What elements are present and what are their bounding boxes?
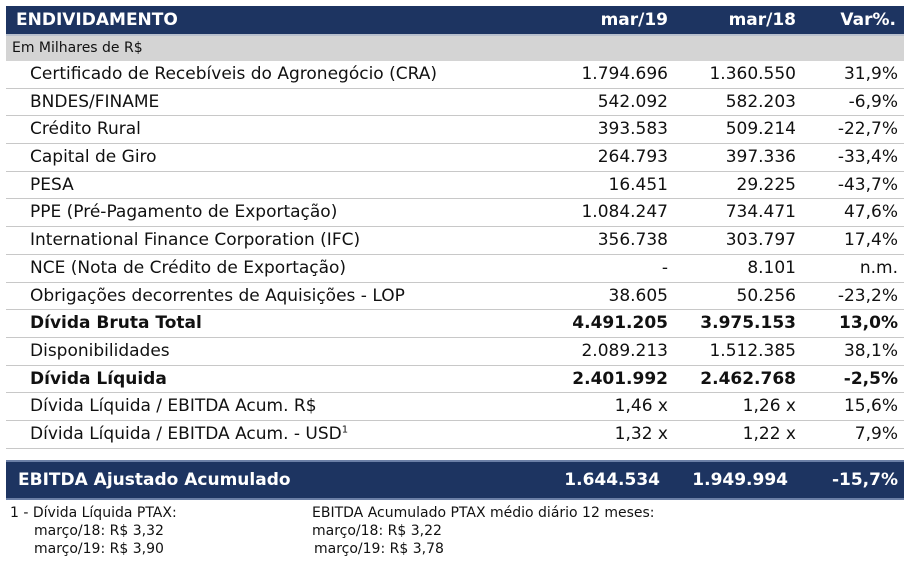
footnote-line: março/18: R$ 3,22 xyxy=(312,523,442,539)
row-label: Certificado de Recebíveis do Agronegócio… xyxy=(30,64,437,84)
value-mar18: 397.336 xyxy=(725,147,796,168)
value-mar18: 734.471 xyxy=(725,202,796,223)
table-row: NCE (Nota de Crédito de Exportação) - 8.10… xyxy=(6,255,904,283)
value-mar19: 264.793 xyxy=(597,147,668,168)
value-mar18: 2.462.768 xyxy=(700,368,796,389)
table-row: Dívida Líquida / EBITDA Acum. - USD1 1,32… xyxy=(6,421,904,449)
footnote-ptax: 1 - Dívida Líquida PTAX: março/18: R$ 3,… xyxy=(10,504,177,558)
value-var: -6,9% xyxy=(848,91,898,112)
value-mar18: 3.975.153 xyxy=(700,313,796,334)
value-var: -23,2% xyxy=(837,285,898,306)
value-var: 7,9% xyxy=(854,423,898,444)
value-mar18: 303.797 xyxy=(725,230,796,251)
ebitda-row: EBITDA Ajustado Acumulado 1.644.534 1.94… xyxy=(6,460,904,500)
row-label: Obrigações decorrentes de Aquisições - L… xyxy=(30,285,405,306)
footnote-line: março/19: R$ 3,78 xyxy=(314,541,444,557)
value-var: -43,7% xyxy=(837,174,898,195)
row-label: BNDES/FINAME xyxy=(30,91,160,112)
footnote-ebitda-ptax: EBITDA Acumulado PTAX médio diário 12 me… xyxy=(312,504,655,558)
value-var: 47,6% xyxy=(843,202,898,223)
value-var: 13,0% xyxy=(839,313,898,334)
row-label: PESA xyxy=(30,174,74,195)
ebitda-value-mar18: 1.949.994 xyxy=(692,470,788,490)
value-var: 38,1% xyxy=(843,340,898,361)
row-label: Capital de Giro xyxy=(30,147,157,168)
table-header: ENDIVIDAMENTO mar/19 mar/18 Var%. xyxy=(6,6,904,36)
footnote-line: 1 - Dívida Líquida PTAX: xyxy=(10,505,177,521)
value-mar18: 509.214 xyxy=(725,119,796,140)
ebitda-label: EBITDA Ajustado Acumulado xyxy=(18,470,291,490)
value-mar19: 4.491.205 xyxy=(572,313,668,334)
column-header-mar19: mar/19 xyxy=(600,10,668,30)
value-mar19: 1,46 x xyxy=(614,396,668,417)
table-title: ENDIVIDAMENTO xyxy=(16,10,178,30)
row-label: Crédito Rural xyxy=(30,119,141,140)
column-header-mar18: mar/18 xyxy=(728,10,796,30)
row-label: Dívida Líquida / EBITDA Acum. - USD1 xyxy=(30,424,348,444)
value-var: 15,6% xyxy=(843,396,898,417)
value-var: n.m. xyxy=(859,257,898,278)
value-var: 17,4% xyxy=(843,230,898,251)
value-mar18: 582.203 xyxy=(725,91,796,112)
table-row: PESA 16.451 29.225 -43,7% xyxy=(6,172,904,200)
value-mar19: 1,32 x xyxy=(614,423,668,444)
row-label: Dívida Líquida xyxy=(30,368,167,389)
column-header-var: Var%. xyxy=(840,10,896,30)
value-mar19: 16.451 xyxy=(608,174,668,195)
table-row: Dívida Líquida / EBITDA Acum. R$ 1,46 x 1,… xyxy=(6,393,904,421)
row-label: Dívida Bruta Total xyxy=(30,313,202,334)
table-row: Dívida Bruta Total 4.491.205 3.975.153 13,0… xyxy=(6,310,904,338)
row-label: Disponibilidades xyxy=(30,340,170,361)
table-row: Capital de Giro 264.793 397.336 -33,4% xyxy=(6,144,904,172)
table-row: Certificado de Recebíveis do Agronegócio… xyxy=(6,61,904,89)
value-mar19: 393.583 xyxy=(597,119,668,140)
value-mar18: 8.101 xyxy=(747,257,796,278)
value-mar18: 1.360.550 xyxy=(709,64,796,84)
value-mar19: 38.605 xyxy=(608,285,668,306)
value-mar19: 1.794.696 xyxy=(581,64,668,84)
value-mar18: 29.225 xyxy=(736,174,796,195)
value-mar19: 356.738 xyxy=(597,230,668,251)
footnote-line: março/18: R$ 3,32 xyxy=(34,523,164,539)
value-mar18: 50.256 xyxy=(736,285,796,306)
row-label: International Finance Corporation (IFC) xyxy=(30,230,361,251)
ebitda-value-var: -15,7% xyxy=(831,470,898,490)
table-row: PPE (Pré-Pagamento de Exportação) 1.084.2… xyxy=(6,199,904,228)
value-var: -22,7% xyxy=(837,119,898,140)
value-var: 31,9% xyxy=(843,64,898,84)
value-mar19: - xyxy=(661,257,668,278)
table-row: International Finance Corporation (IFC) 3… xyxy=(6,227,904,255)
table-row: Dívida Líquida 2.401.992 2.462.768 -2,5% xyxy=(6,366,904,394)
footnote-line: março/19: R$ 3,90 xyxy=(34,541,164,557)
table-row: Crédito Rural 393.583 509.214 -22,7% xyxy=(6,116,904,145)
row-label: NCE (Nota de Crédito de Exportação) xyxy=(30,257,347,278)
units-subheader: Em Milhares de R$ xyxy=(6,36,904,61)
debt-table: ENDIVIDAMENTO mar/19 mar/18 Var%. Em Mil… xyxy=(6,6,904,449)
ebitda-value-mar19: 1.644.534 xyxy=(564,470,660,490)
table-row: Disponibilidades 2.089.213 1.512.385 38,1% xyxy=(6,338,904,366)
value-mar18: 1.512.385 xyxy=(709,340,796,361)
value-mar19: 2.401.992 xyxy=(572,368,668,389)
value-mar19: 542.092 xyxy=(597,91,668,112)
footnote-line: EBITDA Acumulado PTAX médio diário 12 me… xyxy=(312,505,655,521)
footnote-marker: 1 xyxy=(341,424,349,436)
value-mar19: 2.089.213 xyxy=(581,340,668,361)
value-mar18: 1,22 x xyxy=(742,423,796,444)
value-var: -33,4% xyxy=(837,147,898,168)
row-label-text: Dívida Líquida / EBITDA Acum. - USD xyxy=(30,423,342,444)
value-mar19: 1.084.247 xyxy=(581,202,668,223)
table-body: Certificado de Recebíveis do Agronegócio… xyxy=(6,61,904,449)
value-mar18: 1,26 x xyxy=(742,396,796,417)
value-var: -2,5% xyxy=(843,368,898,389)
table-row: Obrigações decorrentes de Aquisições - L… xyxy=(6,283,904,311)
row-label: PPE (Pré-Pagamento de Exportação) xyxy=(30,202,338,223)
row-label: Dívida Líquida / EBITDA Acum. R$ xyxy=(30,396,317,417)
table-row: BNDES/FINAME 542.092 582.203 -6,9% xyxy=(6,89,904,117)
